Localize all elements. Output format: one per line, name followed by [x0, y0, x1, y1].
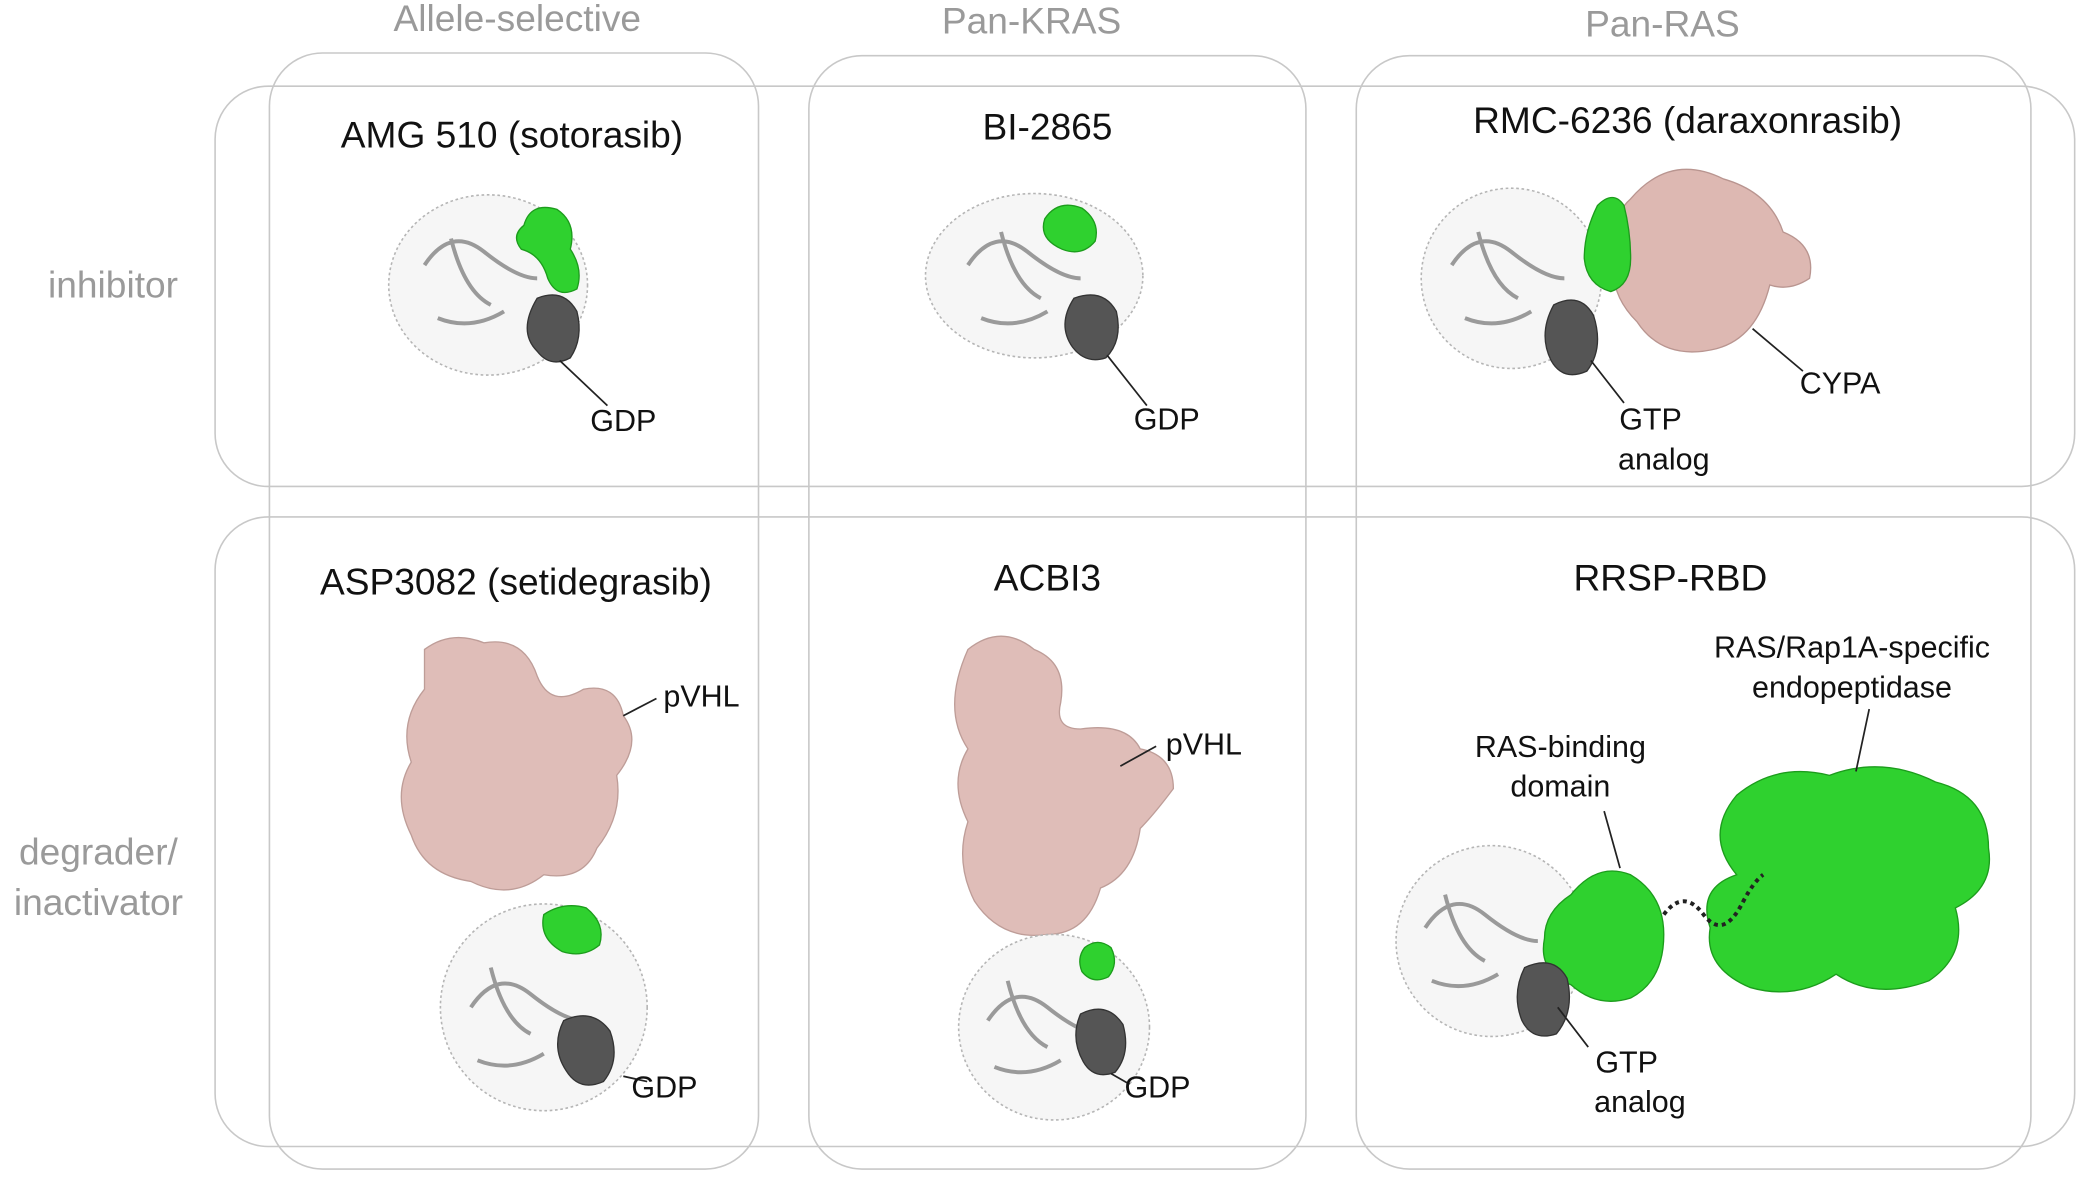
label: GDP	[1134, 403, 1200, 437]
structure	[1395, 708, 1991, 1048]
panel-title: RRSP-RBD	[1573, 556, 1767, 598]
column-header: Pan-KRAS	[942, 0, 1121, 42]
structure	[954, 635, 1175, 1121]
label: GDP	[1124, 1071, 1190, 1105]
row-frame	[214, 516, 2076, 1148]
structure	[924, 192, 1148, 407]
row-header: degrader/	[19, 831, 179, 873]
row-header: inhibitor	[48, 263, 178, 305]
structure	[400, 636, 657, 1112]
column-frame	[268, 52, 760, 1170]
row-header: inactivator	[14, 881, 183, 923]
column-frame	[808, 54, 1307, 1170]
structure	[387, 194, 609, 407]
label: CYPA	[1800, 367, 1881, 401]
label: analog	[1618, 442, 1710, 476]
structure	[1420, 168, 1812, 404]
panel-title: ACBI3	[994, 556, 1101, 598]
label: pVHL	[663, 680, 739, 714]
panel-title: AMG 510 (sotorasib)	[341, 114, 683, 156]
label: GTP	[1595, 1045, 1658, 1079]
label: RAS/Rap1A-specific	[1714, 631, 1990, 665]
label: GDP	[631, 1071, 697, 1105]
panel-title: BI-2865	[982, 106, 1112, 148]
label: GTP	[1619, 403, 1682, 437]
column-header: Allele-selective	[394, 0, 642, 39]
label: analog	[1594, 1085, 1686, 1119]
label: RAS-binding	[1475, 730, 1646, 764]
label: pVHL	[1166, 727, 1242, 761]
panel-title: ASP3082 (setidegrasib)	[320, 560, 712, 602]
column-header: Pan-RAS	[1585, 2, 1740, 44]
panel-title: RMC-6236 (daraxonrasib)	[1473, 99, 1902, 141]
label: endopeptidase	[1752, 670, 1952, 704]
label: GDP	[590, 404, 656, 438]
label: domain	[1510, 770, 1610, 804]
row-frame	[214, 85, 2076, 488]
column-frame	[1355, 54, 2032, 1170]
